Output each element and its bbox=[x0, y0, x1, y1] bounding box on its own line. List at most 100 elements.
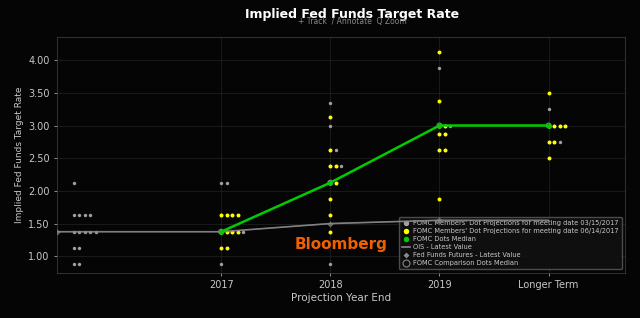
X-axis label: Projection Year End: Projection Year End bbox=[291, 293, 391, 303]
Point bbox=[221, 229, 232, 234]
Point bbox=[543, 156, 554, 161]
Point bbox=[440, 123, 450, 128]
Point bbox=[435, 148, 445, 153]
Point bbox=[68, 229, 79, 234]
Point bbox=[543, 90, 554, 95]
Point bbox=[325, 164, 335, 169]
Point bbox=[221, 229, 232, 234]
Point bbox=[85, 213, 95, 218]
Point bbox=[325, 123, 335, 128]
Point bbox=[227, 229, 237, 234]
Point bbox=[435, 131, 445, 136]
Point bbox=[325, 213, 335, 218]
Point bbox=[331, 180, 341, 185]
Point bbox=[216, 229, 227, 234]
Point bbox=[325, 115, 335, 120]
Point bbox=[554, 123, 564, 128]
Point bbox=[560, 123, 570, 128]
Point bbox=[543, 123, 554, 128]
Point bbox=[227, 213, 237, 218]
Point bbox=[440, 131, 450, 136]
Point bbox=[216, 229, 227, 234]
Point bbox=[325, 197, 335, 202]
Point bbox=[325, 180, 335, 185]
Point bbox=[325, 180, 335, 185]
Text: + Track  / Annotate  Q Zoom: + Track / Annotate Q Zoom bbox=[298, 17, 406, 26]
Point bbox=[68, 245, 79, 251]
Point bbox=[549, 123, 559, 128]
Point bbox=[435, 197, 445, 202]
Point bbox=[331, 164, 341, 169]
Point bbox=[216, 245, 227, 251]
Point bbox=[440, 131, 450, 136]
Text: Bloomberg: Bloomberg bbox=[295, 237, 388, 252]
Point bbox=[440, 148, 450, 153]
Point bbox=[554, 123, 564, 128]
Y-axis label: Implied Fed Funds Target Rate: Implied Fed Funds Target Rate bbox=[15, 87, 24, 223]
Point bbox=[543, 139, 554, 144]
Point bbox=[325, 100, 335, 105]
Point bbox=[549, 139, 559, 144]
Point bbox=[543, 123, 554, 128]
Point bbox=[221, 180, 232, 185]
Point bbox=[543, 139, 554, 144]
Point bbox=[435, 123, 445, 128]
Point bbox=[331, 164, 341, 169]
Point bbox=[554, 139, 564, 144]
Point bbox=[85, 229, 95, 234]
Point bbox=[435, 123, 445, 128]
Point bbox=[325, 148, 335, 153]
Point bbox=[216, 262, 227, 267]
Point bbox=[221, 245, 232, 251]
Point bbox=[435, 66, 445, 71]
Point bbox=[435, 131, 445, 136]
Point bbox=[560, 123, 570, 128]
Point bbox=[216, 229, 227, 234]
Point bbox=[216, 213, 227, 218]
Point bbox=[549, 139, 559, 144]
Point bbox=[227, 213, 237, 218]
Point bbox=[216, 213, 227, 218]
Point bbox=[331, 180, 341, 185]
Point bbox=[325, 164, 335, 169]
Point bbox=[68, 213, 79, 218]
Point bbox=[325, 180, 335, 185]
Point bbox=[543, 123, 554, 128]
Point bbox=[440, 123, 450, 128]
Point bbox=[221, 213, 232, 218]
Point bbox=[74, 245, 84, 251]
Point bbox=[79, 213, 90, 218]
Point bbox=[435, 49, 445, 54]
Point bbox=[445, 123, 456, 128]
Point bbox=[52, 229, 63, 234]
Point bbox=[435, 148, 445, 153]
Point bbox=[238, 229, 248, 234]
Point bbox=[74, 262, 84, 267]
Point bbox=[227, 229, 237, 234]
Point bbox=[440, 148, 450, 153]
Point bbox=[549, 123, 559, 128]
Point bbox=[221, 213, 232, 218]
Point bbox=[543, 123, 554, 128]
Point bbox=[232, 229, 243, 234]
Point bbox=[68, 180, 79, 185]
Point bbox=[435, 218, 445, 223]
Point bbox=[336, 164, 346, 169]
Text: Implied Fed Funds Target Rate: Implied Fed Funds Target Rate bbox=[245, 8, 459, 21]
Point bbox=[435, 123, 445, 128]
Point bbox=[331, 148, 341, 153]
Point bbox=[79, 229, 90, 234]
Point bbox=[68, 262, 79, 267]
Point bbox=[543, 107, 554, 112]
Point bbox=[90, 229, 100, 234]
Point bbox=[216, 180, 227, 185]
Point bbox=[232, 229, 243, 234]
Point bbox=[74, 213, 84, 218]
Point bbox=[435, 123, 445, 128]
Point bbox=[325, 229, 335, 234]
Point bbox=[325, 180, 335, 185]
Point bbox=[435, 262, 445, 267]
Point bbox=[216, 229, 227, 234]
Legend: FOMC Members' Dot Projections for meeting date 03/15/2017, FOMC Members' Dot Pro: FOMC Members' Dot Projections for meetin… bbox=[399, 217, 621, 269]
Point bbox=[74, 229, 84, 234]
